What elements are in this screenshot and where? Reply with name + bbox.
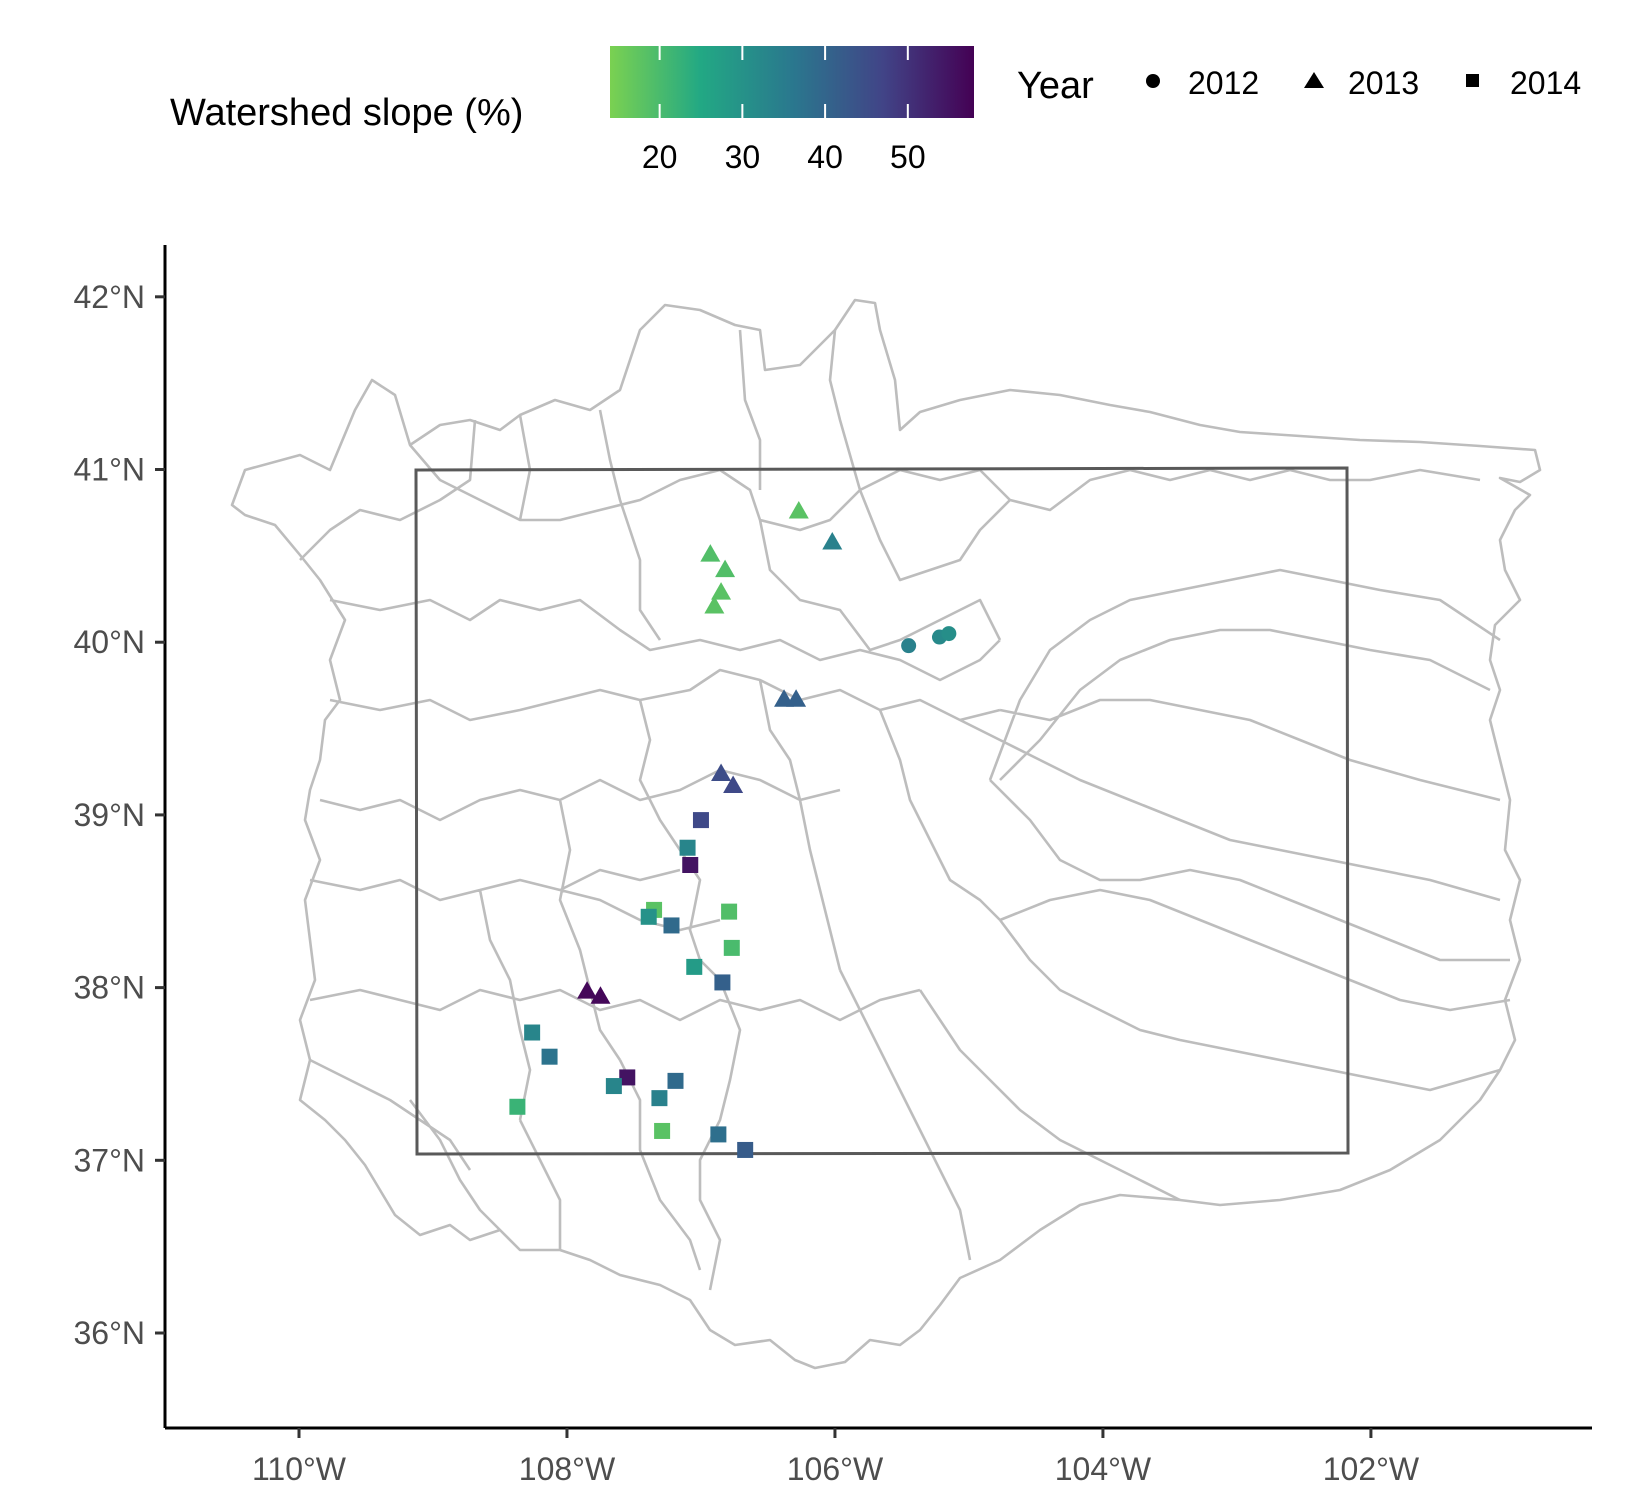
legend-label-2013: 2013 (1348, 65, 1419, 101)
marker-2014-square (654, 1122, 671, 1139)
legend-label-2012: 2012 (1188, 65, 1259, 101)
legend-label-2014: 2014 (1510, 65, 1581, 101)
x-tick-label: 104°W (1055, 1451, 1152, 1487)
color-bar-tick-label: 50 (890, 139, 926, 175)
x-tick-label: 108°W (519, 1451, 616, 1487)
y-tick-label: 37°N (74, 1142, 146, 1178)
marker-2013-triangle (822, 532, 843, 550)
marker-2014-square (710, 1126, 727, 1143)
marker-2013-triangle (711, 763, 732, 781)
marker-2013-triangle (723, 775, 744, 794)
y-axis-ticks: 36°N 37°N 38°N 39°N 40°N 41°N 42°N (74, 279, 165, 1351)
marker-2014-square (667, 1072, 684, 1089)
x-tick-label: 106°W (787, 1451, 884, 1487)
marker-2013-triangle (577, 981, 598, 999)
marker-2014-square (686, 958, 703, 975)
legend-circle-marker (1146, 74, 1160, 88)
marker-2013-triangle (700, 544, 721, 562)
marker-2013-triangle (788, 500, 809, 519)
y-tick-label: 38°N (74, 970, 146, 1006)
marker-2014-square (524, 1024, 541, 1041)
marker-2014-square (619, 1069, 636, 1086)
x-tick-label: 110°W (252, 1451, 347, 1487)
y-tick-label: 41°N (74, 452, 146, 488)
marker-2014-square (651, 1090, 668, 1107)
legend-triangle-marker (1304, 72, 1324, 88)
legend-square-marker (1466, 74, 1479, 87)
watershed-boundaries-inner-south (309, 779, 1511, 1291)
marker-2014-square (737, 1141, 754, 1158)
state-boundary (414, 466, 1350, 1156)
color-bar-tick-label: 40 (807, 139, 843, 175)
data-markers (509, 500, 957, 1158)
y-tick-label: 39°N (74, 797, 146, 833)
y-tick-label: 36°N (74, 1315, 146, 1351)
x-axis-ticks: 110°W 108°W 106°W 104°W 102°W (252, 1428, 1420, 1487)
marker-2014-square (541, 1048, 558, 1065)
marker-2012-circle (941, 626, 957, 642)
y-tick-label: 42°N (74, 279, 146, 315)
color-bar-tick-label: 20 (642, 139, 678, 175)
marker-2014-square (682, 856, 699, 873)
plot-panel: 36°N37°N38°N39°N40°N41°N42°N 110°W 108°W 1… (74, 245, 1592, 1487)
marker-2013-triangle (590, 986, 611, 1004)
watershed-boundaries-inner-north (299, 329, 1481, 682)
color-bar (610, 46, 974, 118)
marker-2013-triangle (711, 582, 732, 600)
watershed-boundaries-inner-central (309, 568, 1501, 1121)
marker-2014-square (663, 917, 680, 934)
color-bar-tick-label: 30 (725, 139, 761, 175)
x-tick-label: 102°W (1323, 1451, 1420, 1487)
y-tick-label: 40°N (74, 624, 146, 660)
marker-2014-square (714, 974, 731, 991)
color-legend: Watershed slope (%) 20 30 40 50 (170, 46, 974, 175)
color-legend-title: Watershed slope (%) (170, 92, 523, 134)
color-bar-ticks: 20 30 40 50 (642, 46, 926, 175)
marker-2014-square (509, 1098, 526, 1115)
marker-2014-square (692, 812, 709, 829)
marker-2013-triangle (704, 595, 725, 614)
marker-2014-square (723, 939, 740, 956)
shape-legend: Year 2012 2013 2014 (1017, 65, 1581, 107)
marker-2014-square (640, 908, 657, 925)
marker-2013-triangle (786, 689, 807, 707)
marker-2014-square (721, 903, 738, 920)
marker-2013-triangle (715, 559, 736, 578)
watershed-boundaries-outer (230, 298, 1542, 1370)
watershed-outlines (230, 298, 1542, 1370)
marker-2014-square (679, 839, 696, 856)
marker-2012-circle (901, 638, 917, 654)
shape-legend-title: Year (1017, 65, 1094, 107)
marker-2014-square (605, 1078, 622, 1095)
